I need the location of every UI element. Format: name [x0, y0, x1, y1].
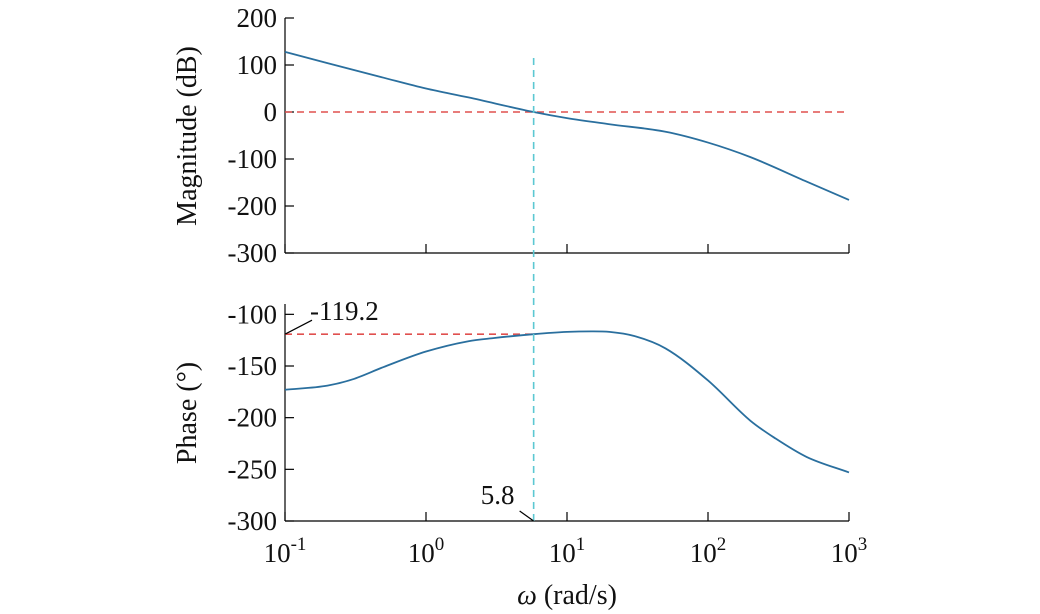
- phase-y-tick-label: -100: [228, 299, 278, 329]
- phase-value-leader-line: [284, 319, 313, 335]
- x-tick-label: 100: [408, 534, 445, 568]
- phase-curve: [284, 330, 850, 474]
- x-tick-label: 10-1: [264, 534, 307, 568]
- magnitude-y-tick-label: 200: [237, 3, 278, 33]
- phase-y-tick-label: -300: [228, 506, 278, 536]
- magnitude-y-tick-label: -300: [228, 238, 278, 268]
- phase-y-tick-label: -250: [228, 454, 278, 484]
- phase-value-annotation: -119.2: [310, 296, 379, 326]
- magnitude-curve: [284, 50, 850, 201]
- magnitude-y-tick-label: 0: [264, 97, 278, 127]
- magnitude-y-tick-label: 100: [237, 50, 278, 80]
- phase-y-ticks: -100 -150 -200 -250 -300: [228, 299, 294, 536]
- magnitude-panel: 200 100 0 -100 -200 -300 Magnitude (dB): [172, 3, 850, 268]
- phase-y-tick-label: -150: [228, 351, 278, 381]
- x-tick-label: 101: [549, 534, 586, 568]
- phase-y-tick-label: -200: [228, 403, 278, 433]
- phase-x-ticks: [284, 512, 850, 521]
- crossover-frequency-leader-line: [519, 510, 534, 522]
- phase-y-axis-label: Phase (°): [172, 362, 203, 464]
- x-tick-label: 103: [831, 534, 868, 568]
- x-tick-labels: 10-1 100 101 102 103: [264, 534, 868, 568]
- x-axis-label: ω (rad/s): [517, 580, 617, 611]
- magnitude-x-ticks: [284, 244, 850, 253]
- magnitude-y-ticks: 200 100 0 -100 -200 -300: [228, 3, 294, 268]
- x-axis-label-symbol: ω: [517, 580, 537, 611]
- x-tick-label: 102: [690, 534, 727, 568]
- x-axis-label-unit: (rad/s): [537, 580, 617, 611]
- magnitude-y-tick-label: -100: [228, 144, 278, 174]
- magnitude-y-axis-label: Magnitude (dB): [172, 46, 203, 226]
- magnitude-y-tick-label: -200: [228, 191, 278, 221]
- phase-panel: -100 -150 -200 -250 -300 Phase (°): [172, 299, 850, 536]
- crossover-frequency-annotation: 5.8: [481, 480, 515, 510]
